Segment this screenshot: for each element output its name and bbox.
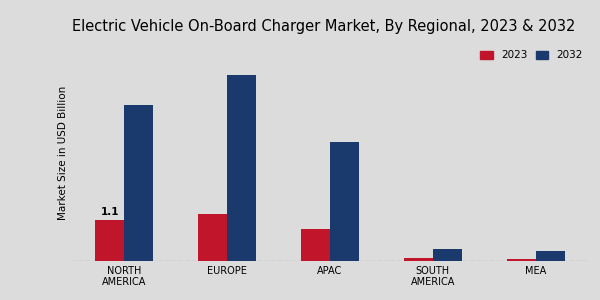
Bar [301, 229, 330, 261]
Bar [330, 142, 359, 261]
Bar [124, 105, 153, 261]
Text: 1.1: 1.1 [101, 207, 119, 217]
Bar [433, 249, 461, 261]
Bar [227, 75, 256, 261]
Legend: 2023, 2032: 2023, 2032 [480, 50, 583, 60]
Bar [507, 259, 536, 261]
Bar [404, 258, 433, 261]
Y-axis label: Market Size in USD Billion: Market Size in USD Billion [58, 86, 68, 220]
Bar [199, 214, 227, 261]
Bar [536, 250, 565, 261]
Bar [95, 220, 124, 261]
Text: Electric Vehicle On-Board Charger Market, By Regional, 2023 & 2032: Electric Vehicle On-Board Charger Market… [72, 19, 575, 34]
